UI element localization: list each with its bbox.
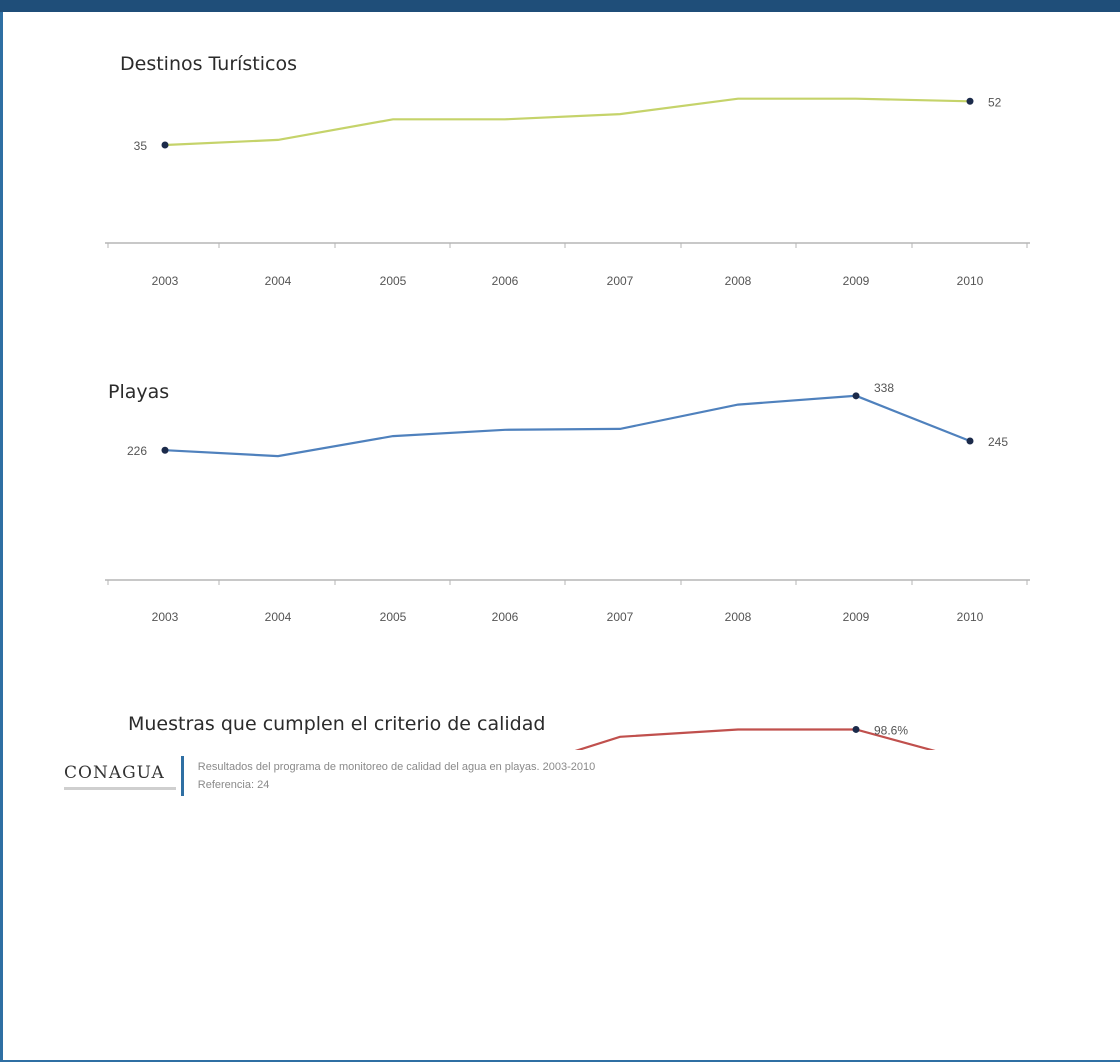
logo-text: CONAGUA [64, 763, 165, 783]
data-point-marker [966, 97, 974, 105]
charts-canvas: Destinos Turísticos 2003 2004 2005 2006 2007 2… [105, 53, 1030, 750]
x-tick-label: 2010 [957, 274, 984, 288]
x-tick-label: 2004 [265, 610, 292, 624]
series-line [574, 728, 936, 750]
header-bar [0, 0, 1120, 12]
x-tick-label: 2003 [152, 610, 179, 624]
data-point-marker [161, 141, 169, 149]
conagua-logo: CONAGUA [64, 763, 176, 790]
x-tick-label: 2008 [725, 274, 752, 288]
x-tick-label: 2007 [607, 610, 634, 624]
frame-left-border [0, 12, 3, 1062]
footer-divider [180, 756, 184, 796]
reference-text: Referencia: 24 [197, 779, 270, 791]
series-line [164, 394, 971, 458]
data-label: 35 [134, 139, 148, 153]
chart-title: Playas [108, 381, 169, 403]
logo-underline [64, 787, 176, 790]
data-label: 226 [127, 444, 147, 458]
x-tick-label: 2006 [492, 610, 519, 624]
footer-text-block: Resultados del programa de monitoreo de … [198, 758, 596, 794]
x-tick-label: 2003 [152, 274, 179, 288]
data-point-marker [852, 725, 860, 733]
series-line [164, 97, 971, 147]
data-label: 245 [988, 435, 1008, 449]
data-label: 98.6% [874, 723, 908, 737]
chart-title: Destinos Turísticos [120, 53, 297, 75]
x-tick-label: 2007 [607, 274, 634, 288]
frame-bottom-border [0, 1060, 1120, 1062]
data-point-marker [852, 392, 860, 400]
x-tick-label: 2004 [265, 274, 292, 288]
footer: CONAGUA Resultados del programa de monit… [64, 756, 595, 796]
x-tick-label: 2006 [492, 274, 519, 288]
chart-title: Muestras que cumplen el criterio de cali… [128, 713, 545, 735]
x-tick-label: 2009 [843, 274, 870, 288]
x-tick-label: 2010 [957, 610, 984, 624]
data-label: 338 [874, 381, 894, 395]
x-tick-label: 2005 [380, 610, 407, 624]
x-tick-label: 2008 [725, 610, 752, 624]
data-label: 52 [988, 95, 1002, 109]
x-tick-label: 2005 [380, 274, 407, 288]
data-point-marker [161, 446, 169, 454]
x-tick-label: 2009 [843, 610, 870, 624]
source-text: Resultados del programa de monitoreo de … [197, 761, 596, 773]
data-point-marker [966, 437, 974, 445]
